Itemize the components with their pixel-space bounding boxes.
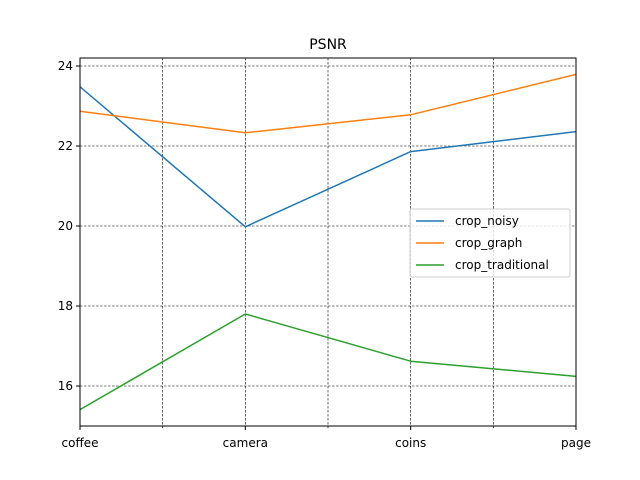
x-tick-label-page: page (561, 436, 591, 450)
y-tick-label: 20 (58, 219, 73, 233)
y-tick-label: 24 (58, 59, 73, 73)
legend-box (409, 208, 571, 278)
axis-ticks: 16 18 20 22 24 coffee camera coins page (58, 59, 591, 450)
y-tick-label: 16 (58, 379, 73, 393)
legend: crop_noisy crop_graph crop_traditional (409, 208, 571, 278)
x-tick-label-coffee: coffee (62, 436, 99, 450)
x-tick-label-coins: coins (395, 436, 426, 450)
series-lines (80, 73, 576, 411)
legend-label-crop_noisy: crop_noisy (455, 214, 519, 228)
x-tick-label-camera: camera (223, 436, 268, 450)
legend-label-crop_traditional: crop_traditional (455, 258, 549, 272)
series-line-crop_traditional (80, 313, 576, 411)
y-tick-label: 22 (58, 139, 73, 153)
legend-label-crop_graph: crop_graph (455, 236, 522, 250)
chart-title: PSNR (309, 37, 347, 53)
series-line-crop_graph (80, 73, 576, 134)
y-tick-label: 18 (58, 299, 73, 313)
series-line-crop_noisy (80, 86, 576, 228)
